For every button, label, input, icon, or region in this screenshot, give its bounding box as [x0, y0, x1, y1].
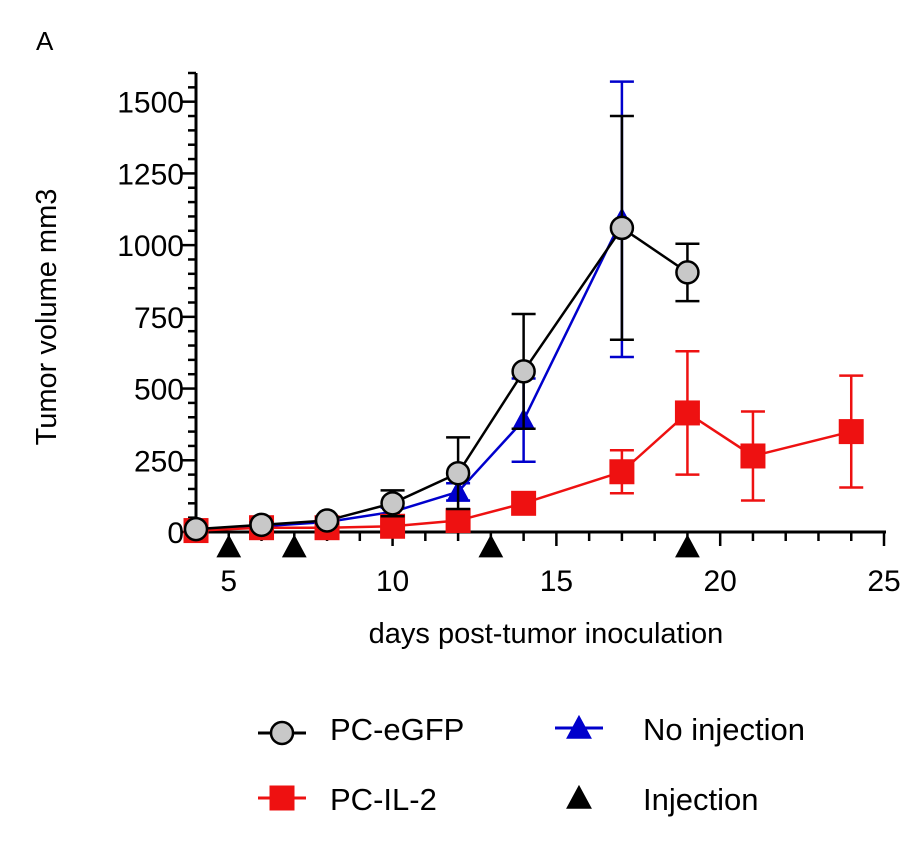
data-point	[314, 508, 340, 533]
data-point	[445, 460, 471, 486]
legend-marker	[269, 720, 295, 746]
data-point	[675, 260, 700, 285]
data-point	[838, 419, 864, 445]
series-line	[195, 411, 852, 532]
y-tick-label: 0	[167, 517, 184, 550]
legend-item-pc-egfp: PC-eGFP	[258, 712, 464, 747]
panel-label: A	[36, 26, 54, 56]
data-point	[609, 459, 635, 485]
y-tick-label: 750	[134, 302, 184, 335]
y-tick-label: 1500	[117, 87, 184, 120]
legend-item-injection: Injection	[566, 782, 758, 817]
legend-marker	[566, 784, 592, 809]
series-pc-egfp	[183, 114, 700, 542]
axes: 0 250 500 750 1000 1250 1500 5 10 15 20 25	[117, 71, 901, 598]
y-tick-label: 250	[134, 445, 184, 478]
injection-marker	[281, 534, 307, 558]
injection-markers	[216, 534, 700, 558]
legend: PC-eGFP No injection PC-IL-2 Injection	[258, 712, 805, 817]
data-point	[674, 400, 700, 426]
data-point	[609, 215, 635, 241]
y-tick-label: 1250	[117, 158, 184, 191]
legend-item-pc-il-2: PC-IL-2	[258, 782, 437, 817]
legend-label: No injection	[643, 712, 805, 747]
data-point	[380, 513, 406, 539]
injection-marker	[216, 534, 242, 558]
legend-label: PC-eGFP	[330, 712, 464, 747]
x-tick-label: 10	[376, 565, 409, 598]
data-point	[183, 516, 209, 542]
legend-label: PC-IL-2	[330, 782, 437, 817]
injection-marker	[478, 534, 504, 558]
x-axis-title: days post-tumor inoculation	[369, 618, 724, 650]
x-tick-label: 20	[704, 565, 737, 598]
injection-marker	[675, 534, 700, 558]
data-point	[740, 443, 766, 469]
legend-item-no-injection: No injection	[555, 712, 805, 747]
series-layer	[183, 80, 864, 544]
series-line	[195, 218, 624, 531]
data-point	[511, 359, 536, 384]
data-point	[380, 491, 405, 516]
x-tick-label: 25	[867, 565, 900, 598]
legend-label: Injection	[643, 782, 758, 817]
data-point	[249, 512, 274, 538]
data-point	[511, 490, 537, 516]
y-tick-label: 500	[134, 374, 184, 407]
data-point	[445, 508, 471, 534]
legend-marker	[566, 714, 592, 739]
y-tick-label: 1000	[117, 230, 184, 263]
y-axis-title: Tumor volume mm3	[31, 189, 63, 446]
legend-marker	[269, 785, 295, 811]
x-tick-label: 15	[540, 565, 573, 598]
x-tick-label: 5	[220, 565, 237, 598]
